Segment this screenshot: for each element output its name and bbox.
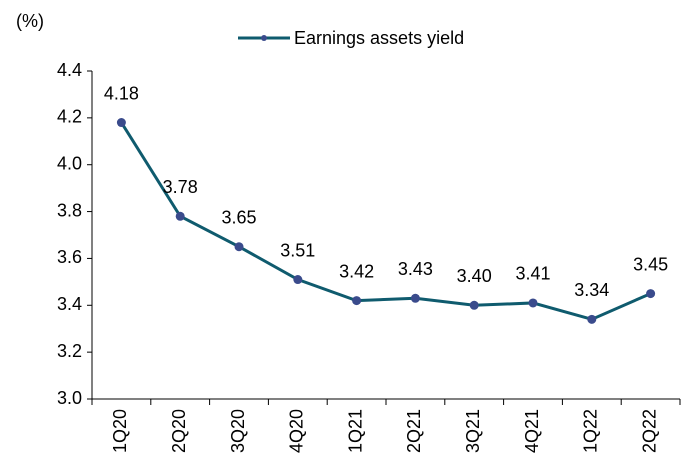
series-line [120,121,652,321]
point [352,296,362,306]
value-label: 3.34 [574,280,609,300]
y-tick-label: 4.2 [57,107,82,127]
point [234,242,244,252]
y-tick-label: 3.8 [57,200,82,220]
point [175,211,185,221]
legend-marker [261,35,267,41]
value-label: 4.18 [104,83,139,103]
point [587,314,597,324]
x-tick-label: 1Q21 [345,409,365,453]
value-label: 3.45 [633,254,668,274]
y-tick-label: 4.4 [57,60,82,80]
x-tick-label: 4Q20 [287,409,307,453]
value-label: 3.42 [339,261,374,281]
x-tick-label: 2Q20 [169,409,189,453]
legend: Earnings assets yield [238,28,464,48]
y-axis-label: (%) [16,11,44,31]
legend-label: Earnings assets yield [294,28,464,48]
x-tick-label: 2Q22 [639,409,659,453]
x-tick-label: 3Q21 [463,409,483,453]
x-tick-label: 2Q21 [404,409,424,453]
point [469,300,479,310]
point [528,298,538,308]
y-tick-label: 3.2 [57,341,82,361]
value-label: 3.78 [163,177,198,197]
value-label: 3.43 [398,259,433,279]
x-tick-label: 4Q21 [522,409,542,453]
point [646,289,656,299]
x-tick-label: 3Q20 [228,409,248,453]
value-label: 3.40 [457,266,492,286]
y-tick-label: 3.6 [57,247,82,267]
point [410,293,420,303]
y-tick-label: 4.0 [57,153,82,173]
point [116,118,126,128]
value-label: 3.51 [280,240,315,260]
x-tick-label: 1Q22 [581,409,601,453]
value-label: 3.41 [515,264,550,284]
x-tick-label: 1Q20 [110,409,130,453]
y-tick-label: 3.4 [57,294,82,314]
y-tick-label: 3.0 [57,388,82,408]
point [293,275,303,285]
value-label: 3.65 [221,207,256,227]
